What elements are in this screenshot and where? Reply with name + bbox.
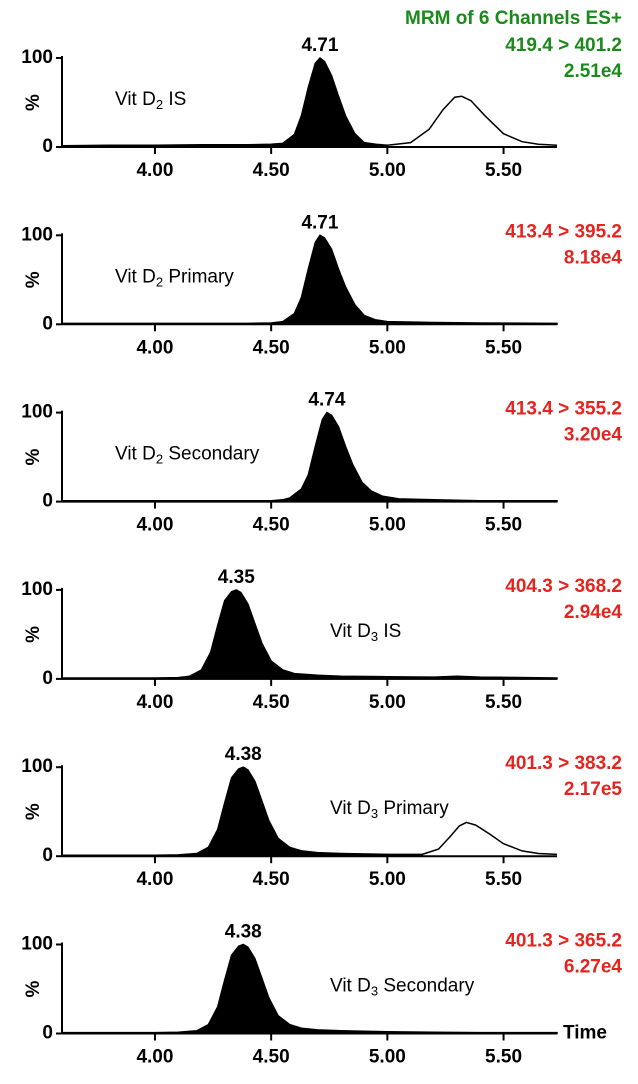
channel-label: 413.4 > 395.2 — [505, 221, 622, 242]
compound-label-part: 2 — [156, 97, 163, 112]
x-tick-label: 4.00 — [136, 160, 173, 181]
compound-label: Vit D3 Secondary — [330, 976, 475, 999]
compound-label: Vit D2 IS — [115, 89, 186, 112]
intensity-label: 6.27e4 — [564, 957, 623, 978]
peak-label: 4.71 — [301, 35, 338, 56]
intensity-label: 2.94e4 — [564, 602, 623, 623]
x-tick-label: 4.00 — [136, 692, 173, 713]
y-axis-label: % — [23, 980, 44, 997]
trace-line — [387, 95, 558, 146]
peak-area — [61, 56, 389, 148]
x-tick-label: 4.50 — [253, 1047, 290, 1068]
compound-label-part: Vit D — [115, 266, 156, 287]
y-axis-label: % — [23, 271, 44, 288]
x-tick-label: 5.50 — [485, 337, 522, 358]
x-axis-label: Time — [563, 1023, 607, 1044]
y-tick-label: 100 — [21, 47, 53, 68]
channel-label: 401.3 > 383.2 — [505, 753, 622, 774]
x-tick-label: 5.00 — [369, 160, 406, 181]
y-axis-label: % — [23, 626, 44, 643]
compound-label-part: 3 — [371, 984, 378, 999]
intensity-label: 2.17e5 — [564, 779, 623, 800]
y-axis-label: % — [23, 449, 44, 466]
x-tick-label: 5.00 — [369, 1047, 406, 1068]
x-tick-label: 4.00 — [136, 1047, 173, 1068]
x-tick-label: 4.50 — [253, 337, 290, 358]
chart-title: MRM of 6 Channels ES+ — [405, 8, 622, 29]
compound-label: Vit D3 IS — [330, 621, 401, 644]
compound-label: Vit D2 Secondary — [115, 444, 260, 467]
compound-label-part: IS — [163, 89, 186, 110]
x-tick-label: 5.50 — [485, 160, 522, 181]
intensity-label: 2.51e4 — [564, 61, 623, 82]
y-tick-label: 100 — [21, 579, 53, 600]
compound-label: Vit D3 Primary — [330, 798, 449, 821]
compound-label-part: Vit D — [330, 976, 371, 997]
channel-label: 404.3 > 368.2 — [505, 576, 622, 597]
peak-label: 4.38 — [225, 922, 262, 943]
compound-label-part: Secondary — [378, 976, 475, 997]
x-tick-label: 5.50 — [485, 692, 522, 713]
intensity-label: 8.18e4 — [564, 247, 623, 268]
y-tick-label: 0 — [42, 491, 53, 512]
compound-label-part: 3 — [371, 629, 378, 644]
compound-label-part: 3 — [371, 807, 378, 822]
x-tick-label: 5.50 — [485, 515, 522, 536]
x-tick-label: 5.00 — [369, 337, 406, 358]
x-tick-label: 5.50 — [485, 1047, 522, 1068]
y-tick-label: 100 — [21, 756, 53, 777]
y-axis-label: % — [23, 94, 44, 111]
y-tick-label: 0 — [42, 668, 53, 689]
compound-label-part: Vit D — [330, 798, 371, 819]
y-tick-label: 0 — [42, 313, 53, 334]
x-tick-label: 5.00 — [369, 515, 406, 536]
channel-label: 419.4 > 401.2 — [505, 35, 622, 56]
y-tick-label: 100 — [21, 402, 53, 423]
peak-label: 4.71 — [301, 212, 338, 233]
intensity-label: 3.20e4 — [564, 425, 623, 446]
peak-area — [61, 766, 423, 857]
y-tick-label: 0 — [42, 1023, 53, 1044]
peak-area — [61, 589, 558, 680]
trace-line — [421, 821, 558, 856]
x-tick-label: 4.50 — [253, 869, 290, 890]
x-tick-label: 4.50 — [253, 515, 290, 536]
y-tick-label: 0 — [42, 136, 53, 157]
compound-label-part: IS — [378, 621, 401, 642]
y-tick-label: 100 — [21, 934, 53, 955]
compound-label-part: 2 — [156, 452, 163, 467]
peak-label: 4.38 — [225, 744, 262, 765]
y-axis-label: % — [23, 803, 44, 820]
x-tick-label: 4.00 — [136, 515, 173, 536]
x-tick-label: 5.00 — [369, 692, 406, 713]
compound-label: Vit D2 Primary — [115, 266, 234, 289]
y-tick-label: 0 — [42, 845, 53, 866]
peak-label: 4.74 — [308, 390, 345, 411]
x-tick-label: 5.50 — [485, 869, 522, 890]
x-tick-label: 4.00 — [136, 869, 173, 890]
compound-label-part: 2 — [156, 275, 163, 290]
compound-label-part: Vit D — [115, 89, 156, 110]
y-tick-label: 100 — [21, 224, 53, 245]
peak-area — [61, 943, 558, 1035]
x-tick-label: 4.00 — [136, 337, 173, 358]
compound-label-part: Primary — [163, 266, 234, 287]
peak-label: 4.35 — [218, 567, 255, 588]
compound-label-part: Vit D — [115, 444, 156, 465]
compound-label-part: Primary — [378, 798, 449, 819]
compound-label-part: Secondary — [163, 444, 260, 465]
x-tick-label: 4.50 — [253, 692, 290, 713]
compound-label-part: Vit D — [330, 621, 371, 642]
channel-label: 413.4 > 355.2 — [505, 399, 622, 420]
channel-label: 401.3 > 365.2 — [505, 931, 622, 952]
x-tick-label: 5.00 — [369, 869, 406, 890]
x-tick-label: 4.50 — [253, 160, 290, 181]
